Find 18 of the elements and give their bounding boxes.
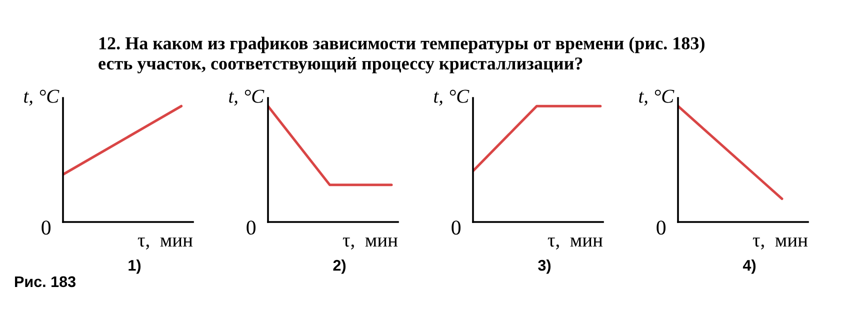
y-axis-title: t, °C: [229, 90, 264, 106]
annotation: 0: [42, 220, 51, 235]
x-axis-title: τ, мин: [138, 238, 193, 250]
text: 12. На каком из графиков зависимости температуры от времени (рис. 183) есть участок, соответствующий процессу кристаллизации?: [98, 36, 704, 74]
text: 1): [128, 260, 141, 274]
text: 0: [452, 220, 461, 235]
x-axis-title: τ, мин: [548, 238, 603, 250]
text: 0: [656, 220, 666, 235]
text: 4): [742, 260, 756, 274]
x-axis-title: τ, мин: [752, 238, 808, 250]
y-axis-title: t, °C: [639, 90, 674, 106]
text: Рис. 183: [15, 276, 76, 288]
y-axis-title: t, °C: [24, 90, 60, 106]
text: 0: [246, 220, 256, 235]
text: 2): [333, 260, 346, 274]
y-axis-title: t, °C: [434, 90, 470, 106]
x-axis-title: τ, мин: [342, 238, 398, 250]
text: 3): [538, 260, 551, 274]
